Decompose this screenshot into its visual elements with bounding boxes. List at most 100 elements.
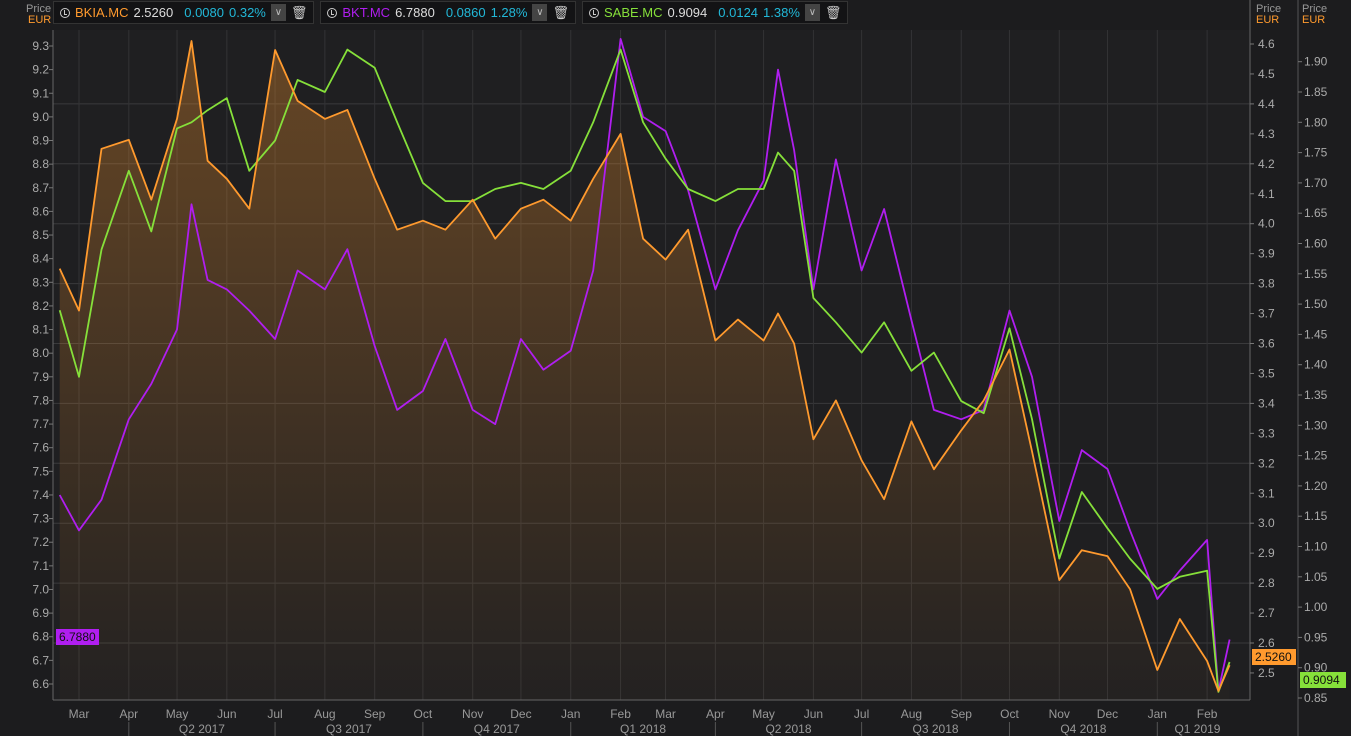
legend-sabe[interactable]: SABE.MC 0.9094 0.0124 1.38% ∨ 🗑 — [581, 1, 849, 24]
left-axis-tick-label: 6.6 — [32, 677, 49, 691]
legend-pct: 1.38% — [763, 5, 800, 20]
right-axis-currency-label: EUR — [1302, 14, 1326, 26]
middle-axis-tick-label: 3.9 — [1258, 247, 1275, 261]
left-axis-tick-label: 8.9 — [32, 134, 49, 148]
middle-axis-tick-label: 3.3 — [1258, 426, 1275, 440]
x-tick-label-month: Feb — [1197, 707, 1218, 721]
middle-axis-tick-label: 2.6 — [1258, 636, 1275, 650]
chevron-down-icon[interactable]: ∨ — [270, 4, 286, 21]
middle-axis-tick-label: 4.1 — [1258, 187, 1275, 201]
right-axis-tick-label: 1.40 — [1304, 358, 1328, 372]
right-axis-tick-label: 1.10 — [1304, 540, 1328, 554]
right-axis-tick-label: 1.65 — [1304, 206, 1328, 220]
left-axis-tick-label: 8.4 — [32, 252, 49, 266]
middle-axis-tick-label: 3.1 — [1258, 486, 1275, 500]
legend-last: 6.7880 — [395, 5, 435, 20]
left-axis-tick-label: 7.0 — [32, 582, 49, 596]
left-axis-tick-label: 6.8 — [32, 630, 49, 644]
right-axis-tick-label: 1.85 — [1304, 85, 1328, 99]
middle-axis-tick-label: 3.2 — [1258, 456, 1275, 470]
middle-axis-tick-label: 2.7 — [1258, 606, 1275, 620]
x-tick-label-quarter: Q2 2018 — [765, 722, 811, 736]
x-tick-label-month: Sep — [364, 707, 386, 721]
left-axis-tick-label: 7.4 — [32, 488, 49, 502]
legend-change: 0.0080 — [184, 5, 224, 20]
middle-axis-tick-label: 3.4 — [1258, 396, 1275, 410]
left-axis-tick-label: 9.2 — [32, 63, 49, 77]
middle-axis-tick-label: 4.4 — [1258, 97, 1275, 111]
x-tick-label-month: Apr — [706, 707, 725, 721]
series-lines — [58, 38, 1231, 693]
x-tick-label-month: Jun — [217, 707, 236, 721]
left-axis-tick-label: 7.5 — [32, 464, 49, 478]
left-axis-tick-label: 8.6 — [32, 204, 49, 218]
left-axis-currency-label: EUR — [28, 14, 52, 26]
right-axis-tick-label: 1.75 — [1304, 146, 1328, 160]
x-tick-label-month: Aug — [901, 707, 922, 721]
clock-icon[interactable] — [588, 7, 599, 18]
right-axis-tick-label: 1.70 — [1304, 176, 1328, 190]
chevron-down-icon[interactable]: ∨ — [532, 4, 548, 21]
middle-axis-tick-label: 2.5 — [1258, 666, 1275, 680]
bkia-price-tag: 2.5260 — [1252, 649, 1296, 665]
x-tick-label-quarter: Q3 2018 — [913, 722, 959, 736]
middle-axis-tick-label: 4.0 — [1258, 217, 1275, 231]
left-axis-tick-label: 6.7 — [32, 653, 49, 667]
clock-icon[interactable] — [327, 7, 338, 18]
x-tick-label-month: Jan — [1148, 707, 1167, 721]
legend-row: BKIA.MC 2.5260 0.0080 0.32% ∨ 🗑 BKT.MC 6… — [53, 1, 849, 24]
axes: Mar Apr May Jun Jul Aug Sep Oct Nov Dec Jan Feb Mar A… — [32, 0, 1328, 736]
left-axis-tick-label: 9.3 — [32, 39, 49, 53]
left-axis-price-label: Price — [26, 3, 52, 15]
mid-axis-currency-label: EUR — [1256, 14, 1280, 26]
x-tick-label-quarter: Q1 2018 — [620, 722, 666, 736]
right-axis-tick-label: 1.80 — [1304, 115, 1328, 129]
middle-axis-tick-label: 4.6 — [1258, 37, 1275, 51]
right-axis-tick-label: 0.90 — [1304, 661, 1328, 675]
right-axis-tick-label: 1.60 — [1304, 237, 1328, 251]
x-tick-label-quarter: Q3 2017 — [326, 722, 372, 736]
legend-bkt[interactable]: BKT.MC 6.7880 0.0860 1.28% ∨ 🗑 — [320, 1, 576, 24]
x-tick-label-month: Nov — [1049, 707, 1070, 721]
trash-icon[interactable]: 🗑 — [552, 4, 569, 20]
x-tick-label-quarter: Q2 2017 — [179, 722, 225, 736]
legend-last: 0.9094 — [667, 5, 708, 20]
left-axis-tick-label: 8.3 — [32, 275, 49, 289]
x-tick-label-month: Oct — [414, 707, 433, 721]
middle-axis-tick-label: 2.8 — [1258, 576, 1275, 590]
left-axis-tick-label: 9.0 — [32, 110, 49, 124]
x-tick-label-month: Jul — [267, 707, 282, 721]
right-axis-tick-label: 1.35 — [1304, 388, 1328, 402]
left-axis-tick-label: 7.9 — [32, 370, 49, 384]
clock-icon[interactable] — [60, 7, 70, 18]
right-axis-tick-label: 1.15 — [1304, 509, 1328, 523]
legend-change: 0.0124 — [718, 5, 759, 20]
trash-icon[interactable]: 🗑 — [824, 4, 842, 20]
legend-pct: 0.32% — [229, 5, 266, 20]
left-axis-tick-label: 8.5 — [32, 228, 49, 242]
legend-bkia[interactable]: BKIA.MC 2.5260 0.0080 0.32% ∨ 🗑 — [53, 1, 315, 24]
x-tick-label-month: Dec — [510, 707, 531, 721]
series-line-BKT.MC — [58, 38, 1231, 692]
sabe-price-tag: 0.9094 — [1300, 672, 1346, 688]
legend-pct: 1.28% — [490, 5, 528, 20]
middle-axis-tick-label: 3.6 — [1258, 337, 1275, 351]
left-axis-tick-label: 7.1 — [32, 559, 49, 573]
right-axis-tick-label: 1.20 — [1304, 479, 1328, 493]
series-line-SABE.MC — [58, 48, 1231, 693]
legend-symbol: BKT.MC — [342, 5, 391, 20]
left-axis-tick-label: 8.2 — [32, 299, 49, 313]
chevron-down-icon[interactable]: ∨ — [804, 4, 820, 21]
left-axis-tick-label: 7.8 — [32, 393, 49, 407]
x-tick-label-month: Dec — [1097, 707, 1118, 721]
x-tick-label-month: Nov — [462, 707, 483, 721]
mid-axis-price-label: Price — [1256, 3, 1282, 15]
area-fill — [59, 41, 1230, 700]
trash-icon[interactable]: 🗑 — [290, 4, 308, 20]
right-axis-tick-label: 1.30 — [1304, 418, 1328, 432]
middle-axis-tick-label: 3.5 — [1258, 366, 1275, 380]
left-axis-tick-label: 7.2 — [32, 535, 49, 549]
series-line-BKIA.MC — [58, 40, 1231, 692]
